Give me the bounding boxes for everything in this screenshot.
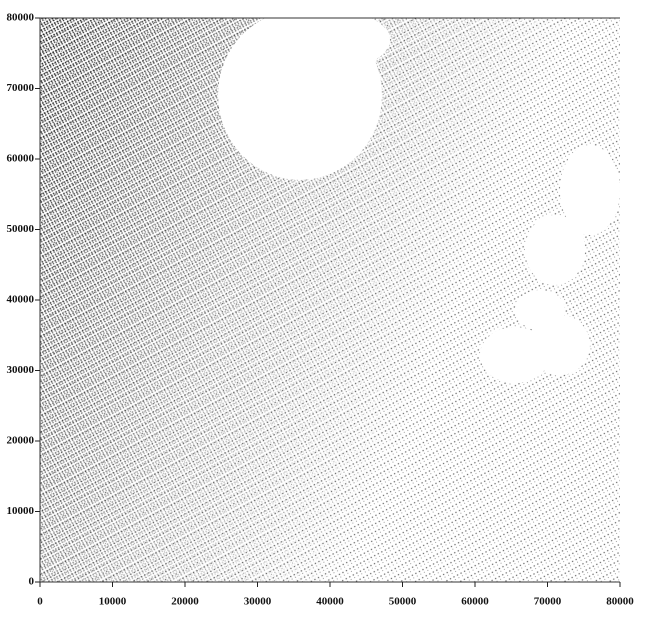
empty-region	[515, 290, 565, 330]
plot-area	[40, 10, 620, 582]
x-tick-label: 20000	[171, 596, 199, 608]
y-tick-label: 10000	[7, 505, 35, 517]
empty-region	[525, 215, 585, 285]
y-tick-label: 30000	[7, 364, 35, 376]
y-tick-label: 0	[29, 576, 35, 588]
x-tick-label: 60000	[461, 596, 489, 608]
x-tick-label: 30000	[244, 596, 272, 608]
y-tick-label: 50000	[7, 223, 35, 235]
x-tick-label: 50000	[389, 596, 417, 608]
y-tick-label: 70000	[7, 82, 35, 94]
x-tick-label: 80000	[606, 596, 634, 608]
x-tick-label: 40000	[316, 596, 344, 608]
x-tick-label: 70000	[534, 596, 562, 608]
y-tick-label: 20000	[7, 435, 35, 447]
y-tick-label: 80000	[7, 12, 35, 24]
empty-region	[270, 10, 390, 70]
x-tick-label: 0	[37, 596, 43, 608]
chart: 0 10000 20000 30000 40000 50000 60000 70000 8000…	[0, 0, 645, 614]
y-tick-label: 40000	[7, 294, 35, 306]
x-tick-label: 10000	[99, 596, 127, 608]
y-tick-label: 60000	[7, 153, 35, 165]
